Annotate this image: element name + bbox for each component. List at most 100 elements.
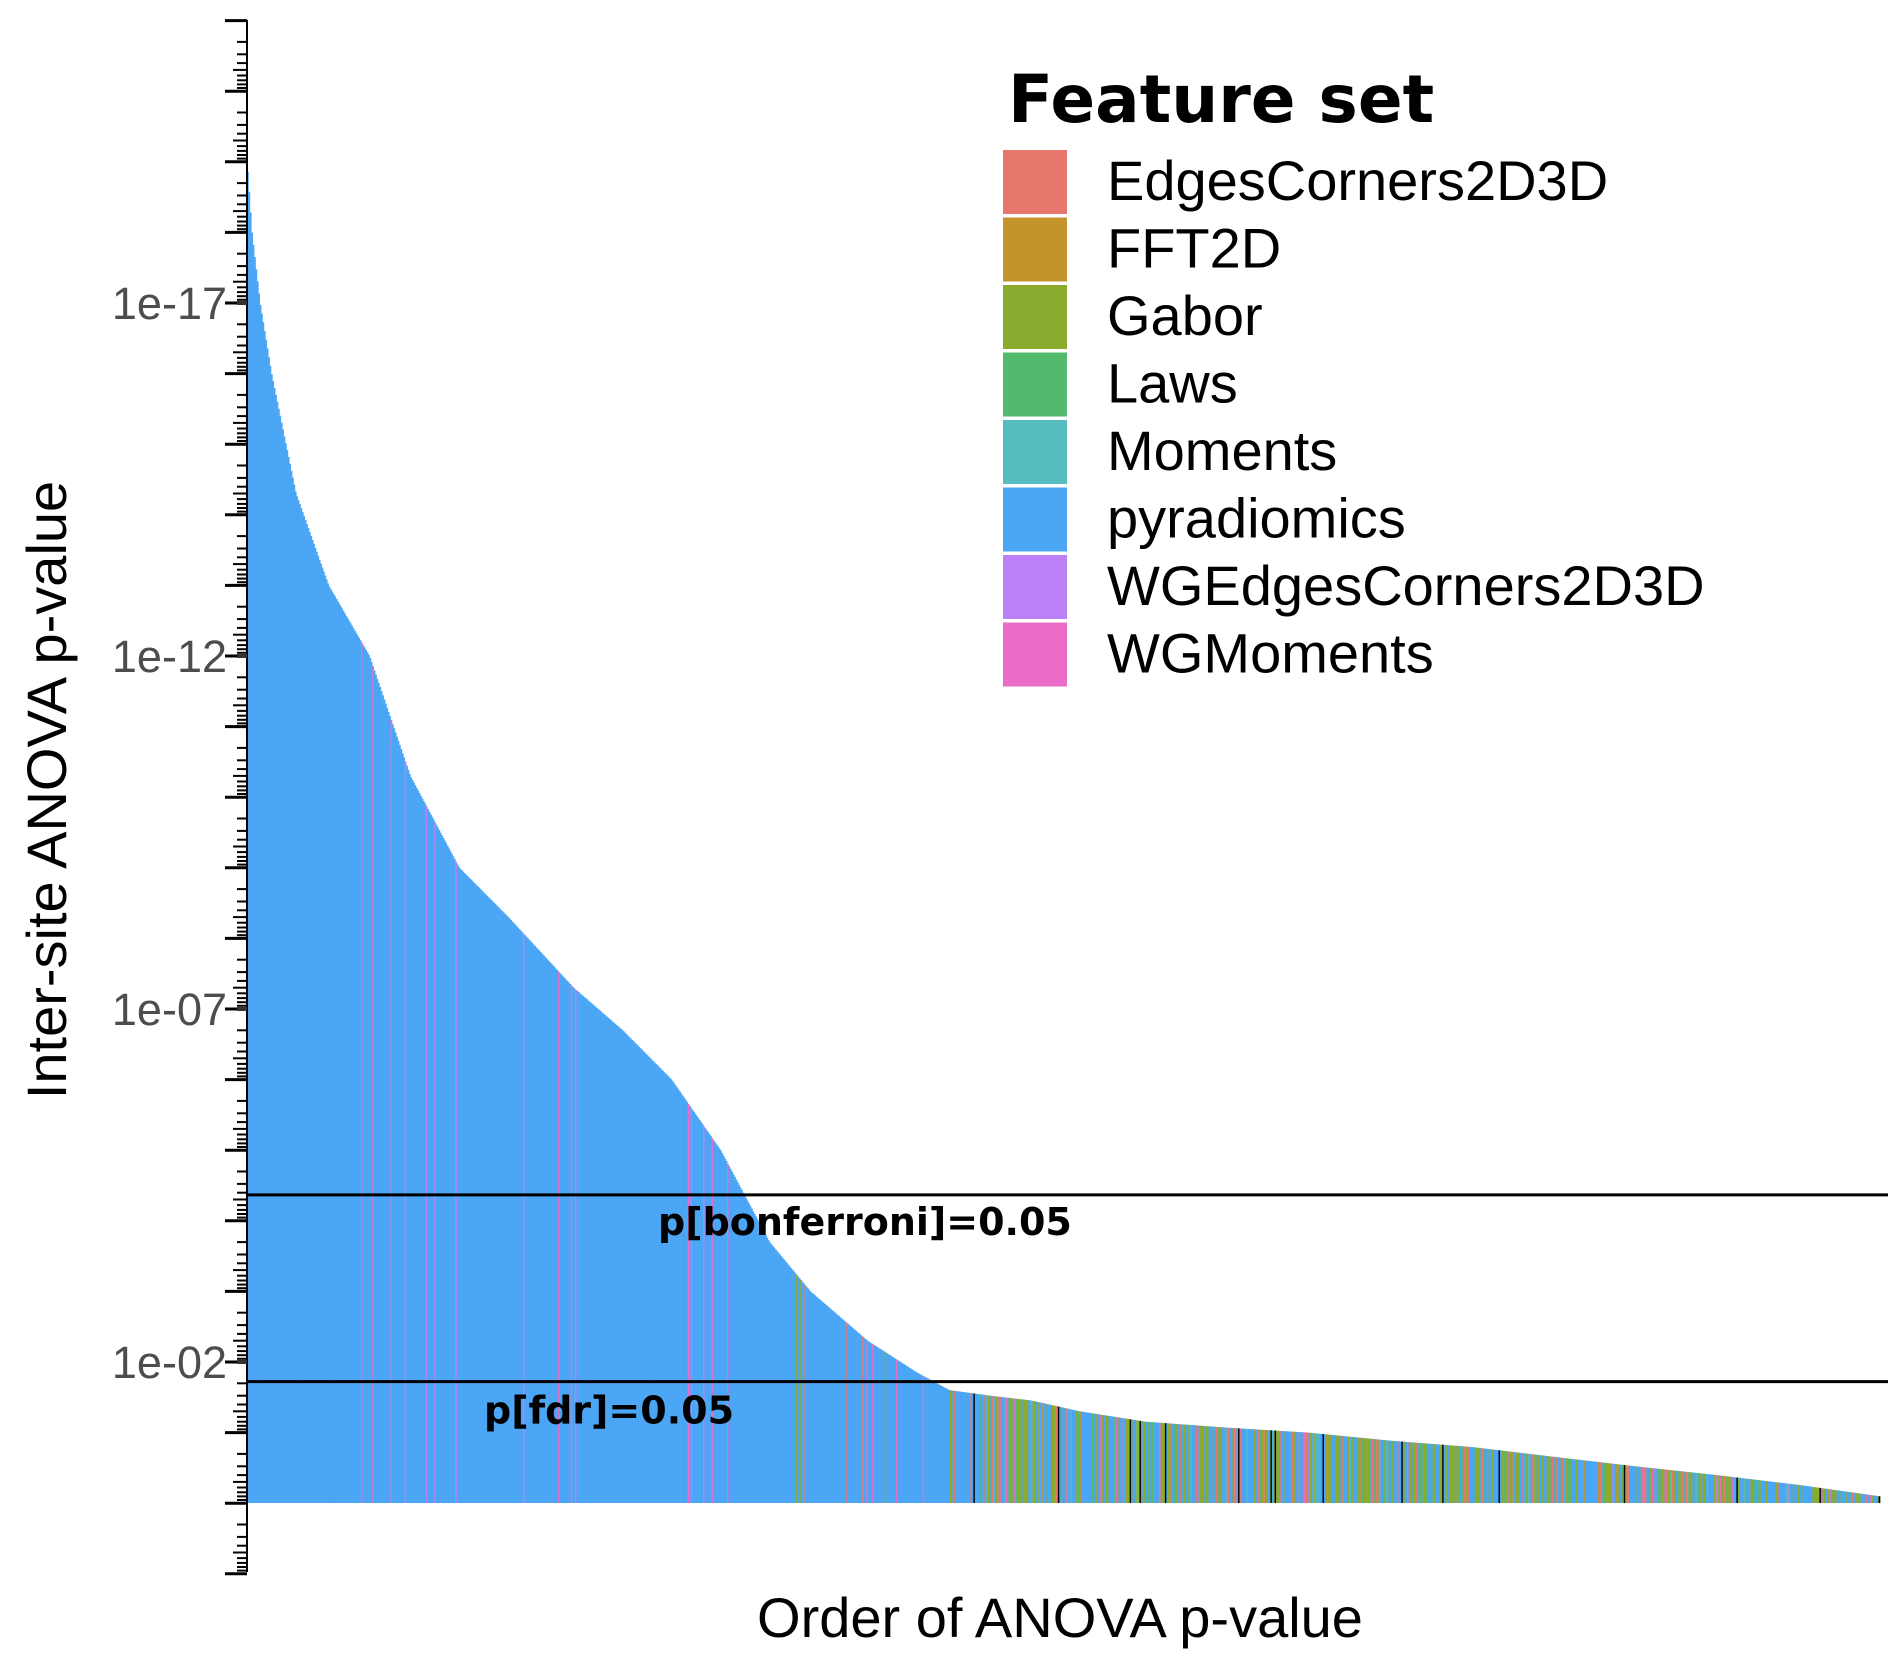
bar <box>1604 1462 1606 1503</box>
bar <box>1757 1480 1760 1503</box>
bar <box>1077 1411 1080 1503</box>
bar <box>601 1012 604 1503</box>
bar <box>558 971 560 1503</box>
bar <box>1383 1440 1385 1503</box>
bar <box>1263 1429 1266 1503</box>
bar <box>1261 1429 1264 1503</box>
bar <box>1587 1460 1589 1503</box>
bar <box>911 1369 914 1503</box>
bar <box>1715 1475 1718 1503</box>
bar <box>496 905 498 1503</box>
bar <box>1535 1454 1537 1503</box>
bar <box>1689 1472 1692 1503</box>
bar <box>686 1101 688 1503</box>
bar <box>1233 1428 1236 1503</box>
bar <box>1680 1471 1682 1503</box>
bar <box>1561 1457 1564 1503</box>
bar <box>1105 1415 1108 1503</box>
bar <box>1229 1427 1232 1503</box>
bar <box>303 516 306 1503</box>
bar <box>539 951 542 1503</box>
bar <box>342 610 345 1503</box>
bar <box>577 992 580 1503</box>
bar <box>1038 1402 1040 1503</box>
bar <box>349 623 352 1503</box>
bar <box>729 1168 732 1503</box>
bar <box>1284 1431 1287 1503</box>
bar <box>1452 1445 1454 1503</box>
bar <box>318 559 321 1503</box>
bar <box>1385 1440 1388 1503</box>
bar <box>739 1187 742 1503</box>
bar <box>1768 1481 1771 1503</box>
bar <box>346 618 349 1503</box>
bar <box>832 1311 835 1503</box>
bar <box>1004 1397 1007 1503</box>
bar <box>1454 1445 1457 1503</box>
bar <box>397 740 400 1503</box>
legend-label: pyradiomics <box>1107 487 1406 550</box>
bar <box>1442 1444 1444 1503</box>
bar <box>1740 1478 1743 1503</box>
bar <box>1039 1402 1042 1503</box>
bar <box>366 652 369 1503</box>
bar <box>1325 1434 1328 1503</box>
bar <box>803 1283 805 1503</box>
bar <box>970 1393 973 1503</box>
bar <box>967 1392 970 1503</box>
bar <box>404 761 407 1503</box>
bar <box>1257 1429 1260 1503</box>
bar <box>1491 1449 1494 1503</box>
bar <box>1509 1451 1512 1503</box>
bar <box>745 1197 748 1503</box>
bar <box>1739 1477 1741 1503</box>
bar <box>684 1099 687 1503</box>
bar <box>1470 1446 1473 1503</box>
bar <box>1819 1487 1822 1503</box>
bar <box>715 1144 718 1503</box>
bar <box>908 1367 911 1503</box>
bar <box>363 647 366 1503</box>
bar <box>1116 1417 1119 1503</box>
bar <box>660 1069 663 1503</box>
bar <box>584 998 587 1503</box>
bar <box>901 1363 904 1503</box>
bar <box>294 491 297 1504</box>
bar <box>324 575 327 1503</box>
bar <box>749 1205 752 1503</box>
bar <box>1221 1427 1223 1503</box>
bar <box>331 591 334 1503</box>
bar <box>1584 1460 1587 1503</box>
bar <box>1408 1442 1411 1503</box>
bar <box>1675 1470 1678 1503</box>
bar <box>1074 1410 1077 1503</box>
bar <box>627 1035 629 1503</box>
bar <box>1611 1463 1613 1503</box>
bar <box>629 1038 632 1503</box>
bar <box>1184 1424 1187 1503</box>
bar <box>1457 1445 1460 1503</box>
bar <box>879 1348 881 1503</box>
bar <box>831 1310 833 1503</box>
bar <box>376 678 379 1503</box>
bar <box>603 1014 605 1503</box>
bar <box>276 401 279 1503</box>
bar <box>1285 1431 1288 1503</box>
bar <box>815 1296 818 1503</box>
bar <box>1062 1407 1064 1503</box>
bar <box>1115 1417 1118 1503</box>
bar <box>394 732 397 1503</box>
bar <box>1846 1491 1848 1503</box>
bar <box>1392 1440 1395 1503</box>
bar <box>1281 1431 1284 1503</box>
bar <box>1139 1420 1142 1503</box>
bar <box>682 1095 684 1503</box>
bar <box>652 1061 655 1503</box>
bar <box>1682 1471 1685 1503</box>
bar <box>701 1124 704 1503</box>
bar <box>1304 1432 1306 1503</box>
y-tick-label: 1e-12 <box>112 631 227 682</box>
bar <box>1315 1433 1318 1503</box>
bar <box>486 895 489 1503</box>
bar <box>674 1085 677 1503</box>
